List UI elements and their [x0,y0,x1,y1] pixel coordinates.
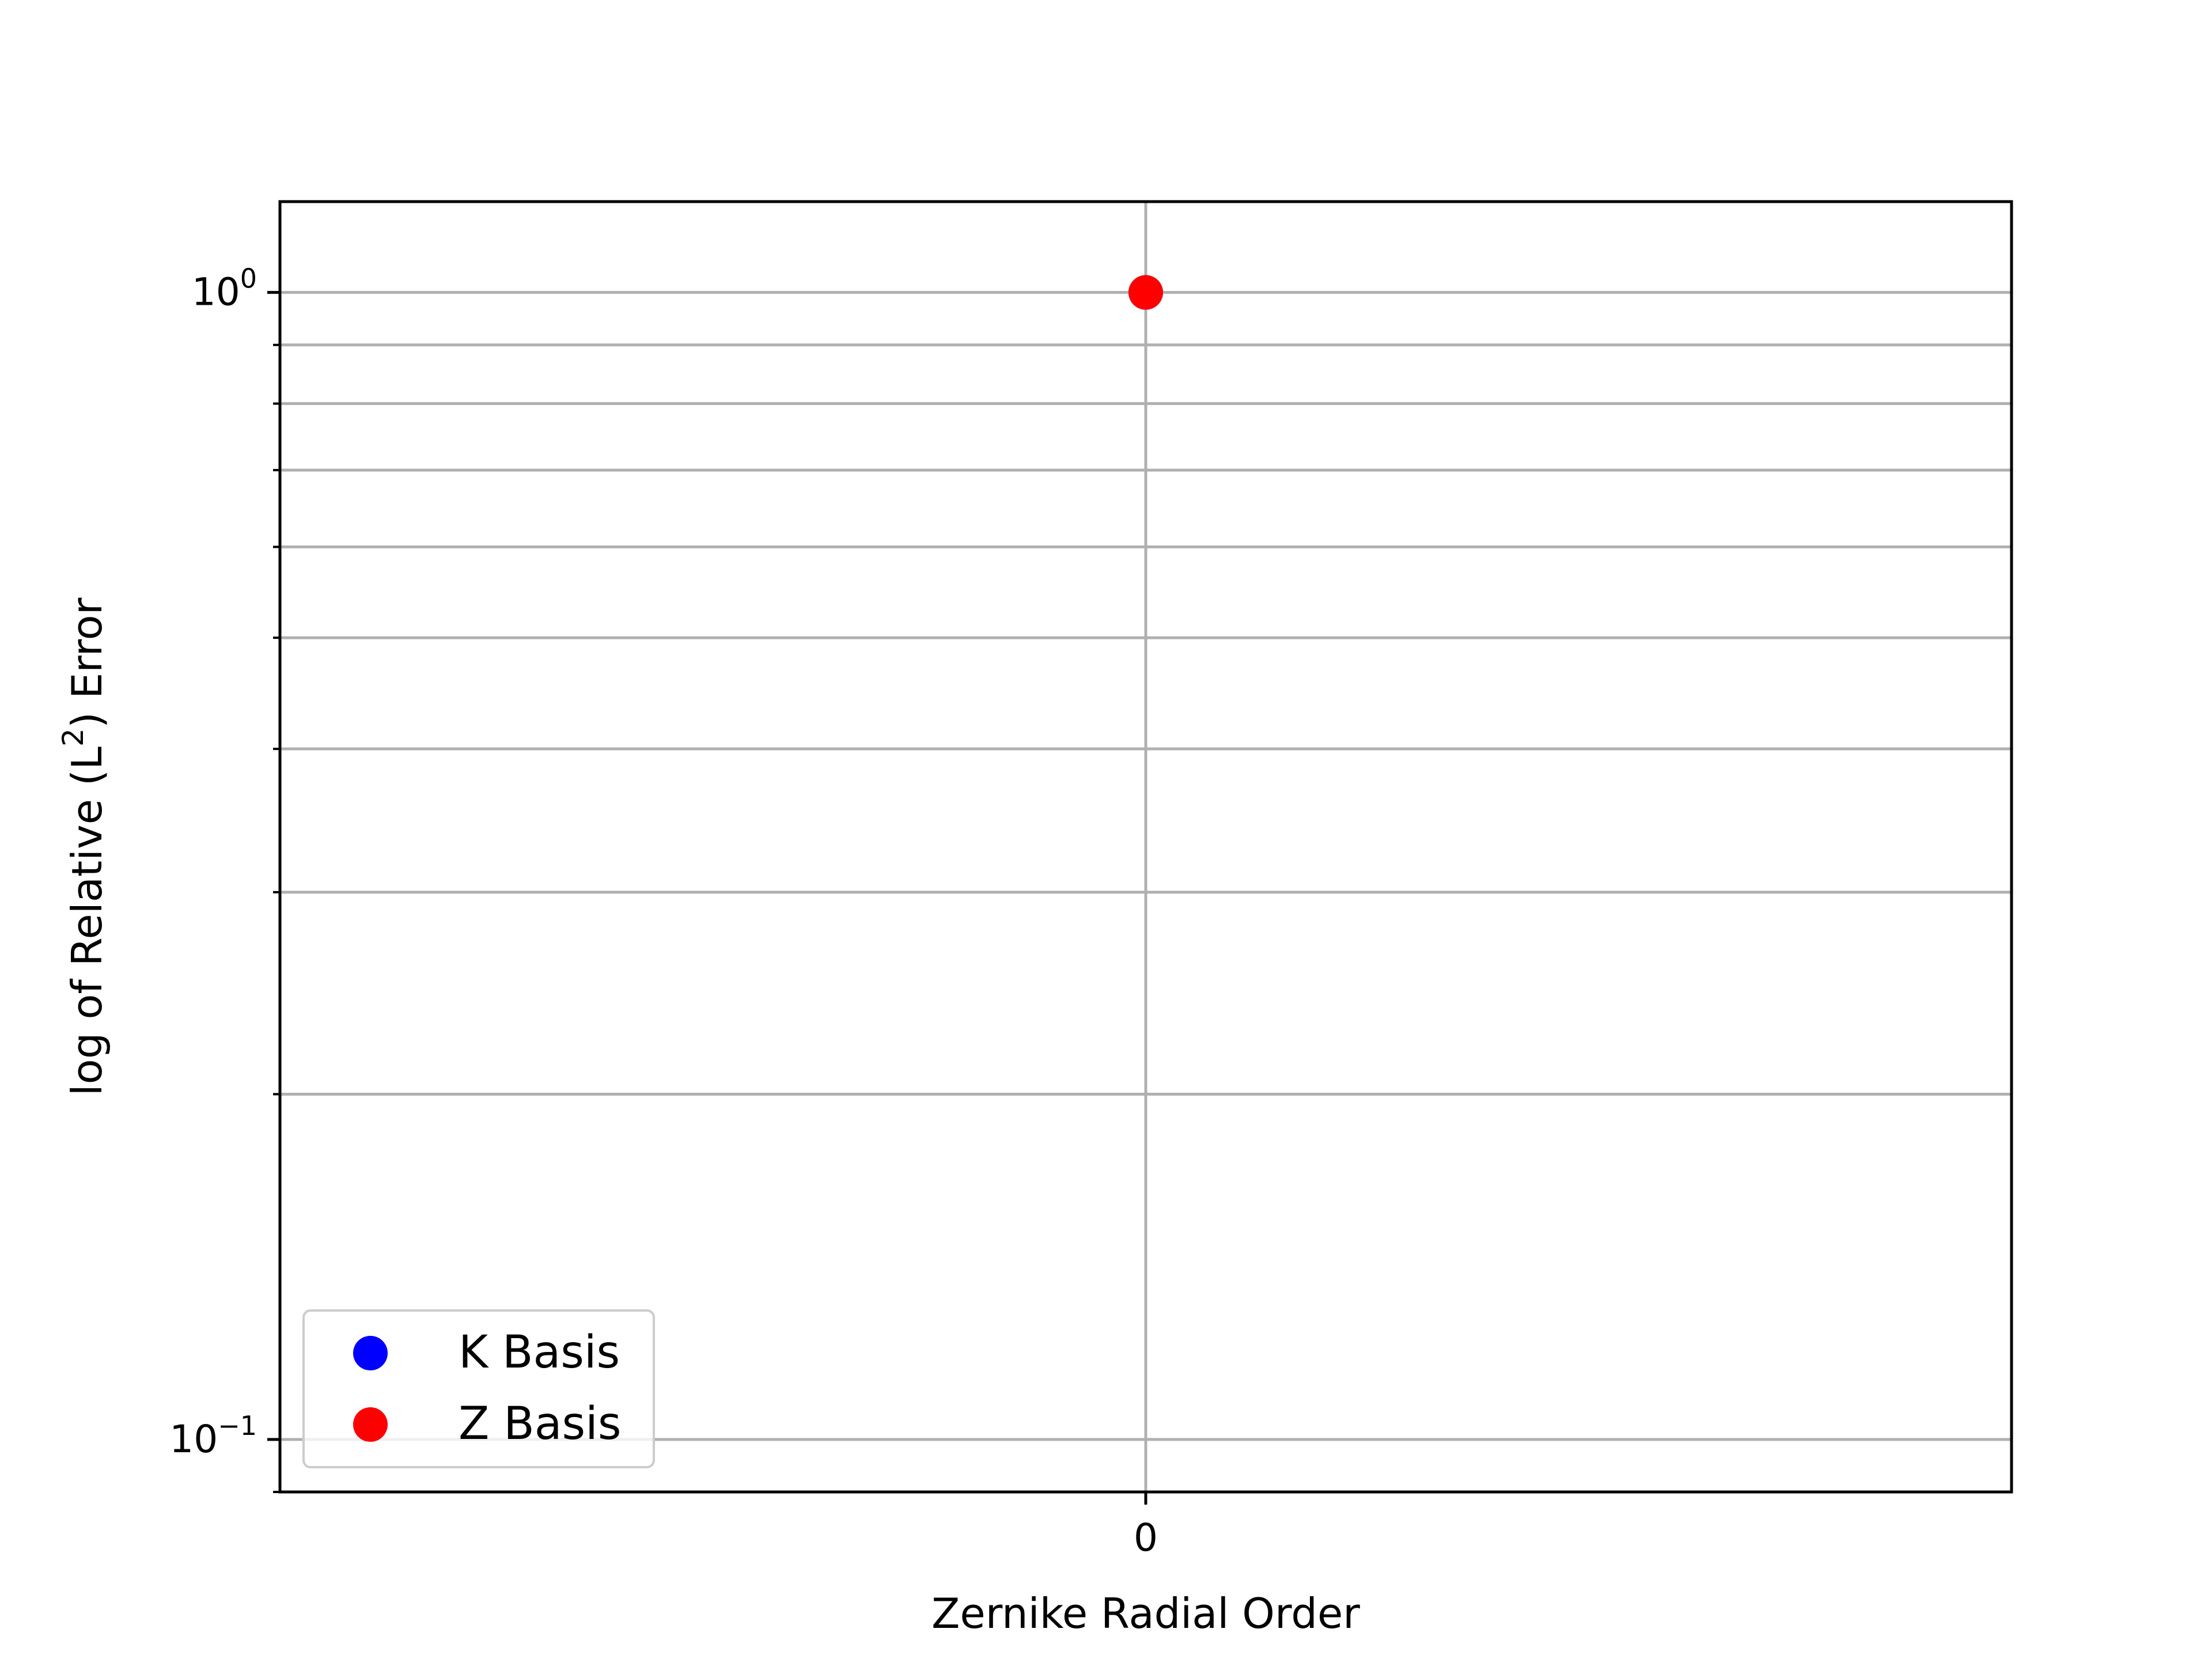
legend-box [302,1309,655,1468]
legend-marker-k-basis [353,1336,388,1370]
y-tick-label: 10−1 [169,1410,257,1461]
y-tick-label-base: 10 [192,270,240,315]
y-tick-label: 100 [192,263,257,315]
y-axis-label-prefix: log of Relative (L [63,747,111,1096]
legend: K Basis Z Basis [302,1309,655,1468]
x-axis-label: Zernike Radial Order [931,1589,1360,1638]
legend-label-k-basis: K Basis [459,1327,620,1378]
x-tick-label: 0 [1134,1516,1158,1560]
y-axis-label-suffix: ) Error [63,597,111,728]
y-axis-label-sup: 2 [56,728,90,747]
legend-label-z-basis: Z Basis [459,1398,621,1450]
y-tick-label-exponent: 0 [240,263,257,294]
y-tick-label-base: 10 [169,1417,218,1461]
y-tick-label-exponent: −1 [218,1410,257,1441]
point-z-basis [1128,275,1163,310]
y-axis-label: log of Relative (L2) Error [56,597,111,1096]
data-points [1128,275,1163,310]
legend-marker-z-basis [353,1407,388,1442]
